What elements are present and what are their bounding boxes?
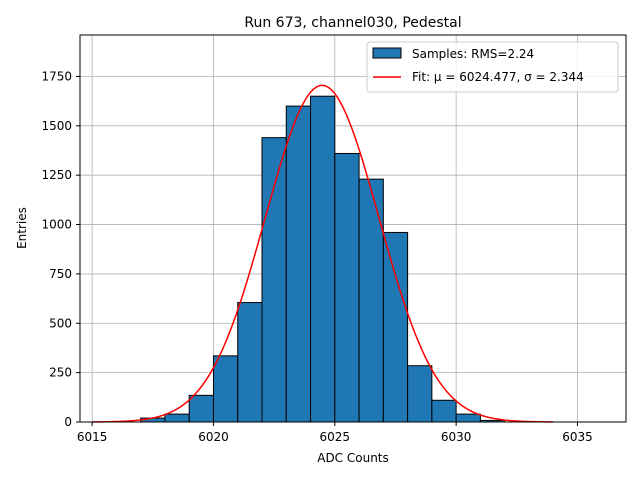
histogram-bar [383,232,407,422]
histogram-bar [165,414,189,422]
legend-fit-label: Fit: μ = 6024.477, σ = 2.344 [412,70,584,84]
y-tick-label: 500 [49,316,72,330]
histogram-bar [408,366,432,422]
x-axis-label: ADC Counts [317,451,389,465]
histogram-bar [359,179,383,422]
histogram-bar [238,303,262,422]
y-tick-label: 1250 [41,168,72,182]
histogram-bar [286,106,310,422]
x-tick-label: 6035 [562,430,593,444]
legend-samples-swatch [373,48,401,58]
x-tick-label: 6030 [441,430,472,444]
x-tick-label: 6025 [320,430,351,444]
histogram-bar [213,356,237,422]
histogram-bar [456,414,480,422]
legend-samples-label: Samples: RMS=2.24 [412,47,534,61]
histogram-bar [189,395,213,422]
y-tick-label: 750 [49,267,72,281]
x-tick-label: 6015 [77,430,108,444]
y-axis-label: Entries [15,207,29,249]
y-tick-label: 1500 [41,119,72,133]
x-tick-label: 6020 [198,430,229,444]
histogram-bar [432,400,456,422]
chart-title: Run 673, channel030, Pedestal [244,15,461,31]
y-tick-label: 1750 [41,69,72,83]
y-tick-label: 1000 [41,218,72,232]
legend: Samples: RMS=2.24 Fit: μ = 6024.477, σ =… [367,42,618,92]
histogram-bar [262,138,286,422]
histogram-bar [311,96,335,422]
y-tick-label: 0 [64,415,72,429]
y-tick-label: 250 [49,366,72,380]
histogram-bar [335,153,359,422]
